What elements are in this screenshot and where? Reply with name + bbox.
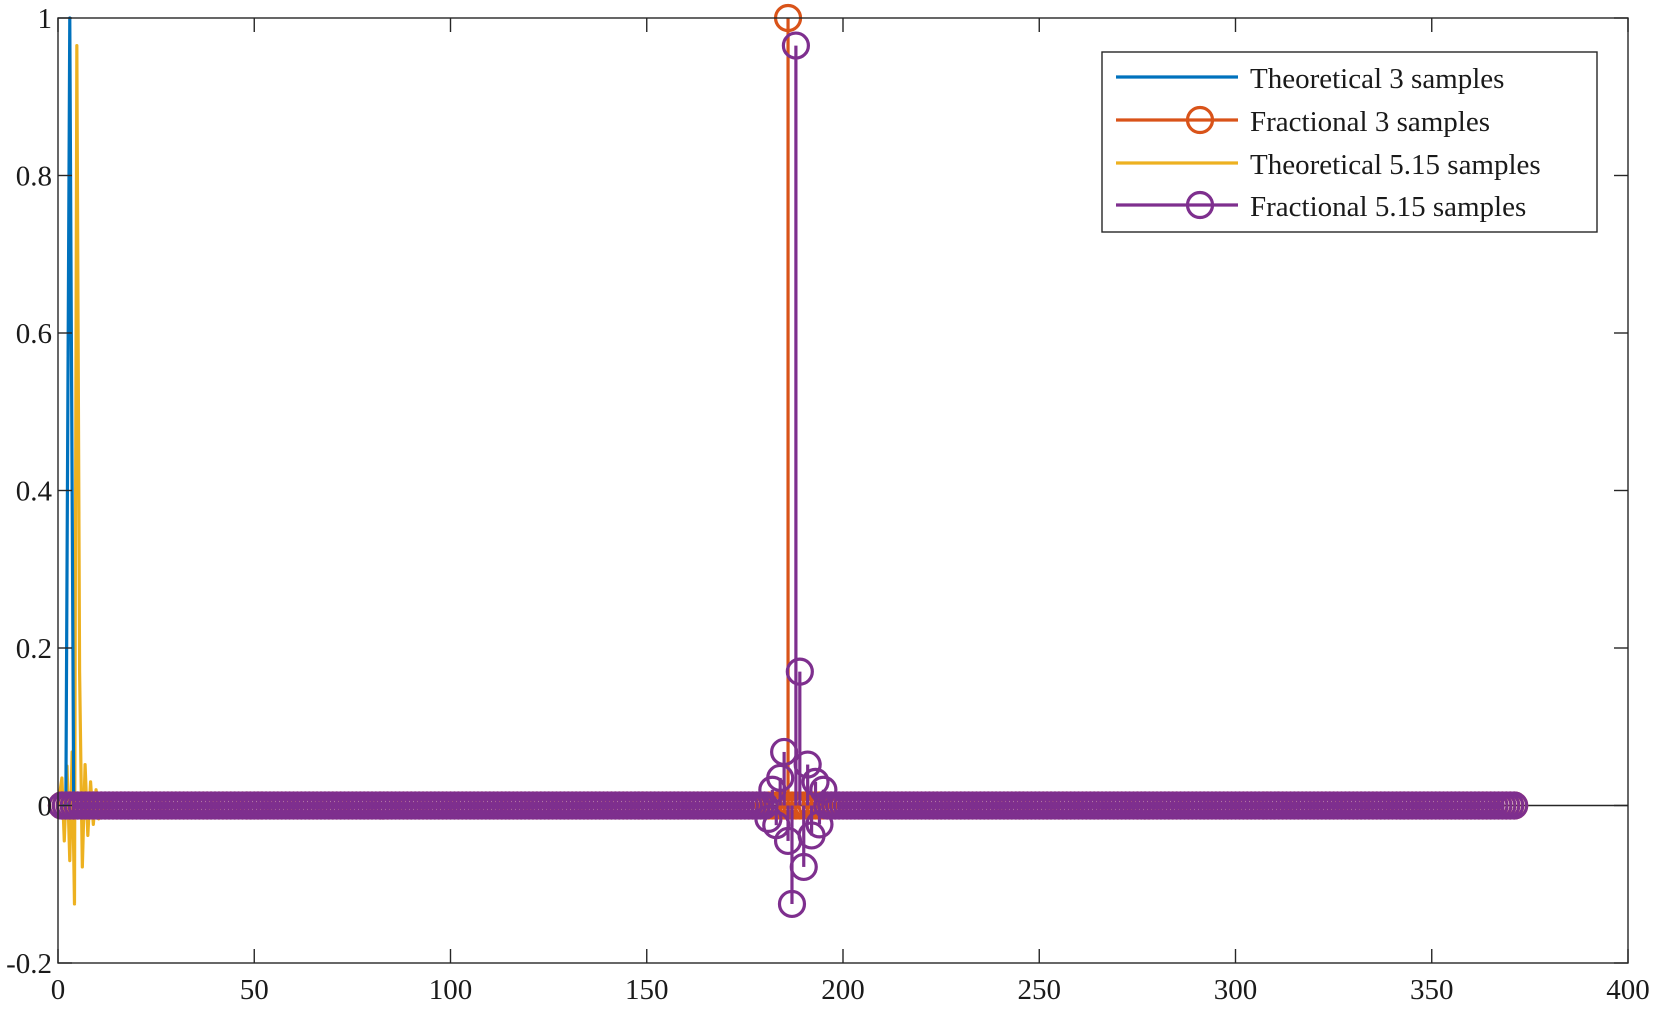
- series-fractional-515-marker: [1500, 791, 1529, 820]
- legend: Theoretical 3 samples Fractional 3 sampl…: [1101, 51, 1598, 233]
- y-tick-label: -0.2: [6, 948, 52, 980]
- x-tick-label: 150: [625, 974, 669, 1006]
- series-fractional-515-marker: [754, 804, 783, 833]
- x-tick-label: 50: [240, 974, 269, 1006]
- legend-label-fractional-3: Fractional 3 samples: [1250, 106, 1490, 138]
- y-tick-label: 0.4: [16, 476, 53, 508]
- series-fractional-515-marker: [789, 852, 818, 882]
- series-fractional-515-marker: [781, 31, 811, 60]
- x-tick-label: 400: [1606, 974, 1650, 1006]
- y-tick-label: 0.8: [16, 161, 52, 193]
- legend-marker-fractional-515: [1185, 190, 1215, 220]
- legend-label-theoretical-3: Theoretical 3 samples: [1250, 63, 1504, 95]
- x-tick-label: 350: [1410, 974, 1454, 1006]
- y-tick-label: 1: [38, 3, 53, 35]
- series-fractional-515-marker: [785, 657, 814, 686]
- ticks-layer: 0 50 100 150 200 250 300 350 400-0.200.20.40.60.…: [6, 3, 1650, 1006]
- series-fractional-515-marker: [801, 767, 830, 796]
- y-tick-label: 0.2: [16, 633, 52, 665]
- x-tick-label: 300: [1214, 974, 1258, 1006]
- y-tick-label: 0: [38, 791, 53, 823]
- y-tick-label: 0.6: [16, 318, 52, 350]
- x-tick-label: 100: [429, 974, 473, 1006]
- series-fractional-515-marker: [777, 889, 807, 919]
- legend-box: [1101, 51, 1598, 233]
- series-fractional-515-marker: [793, 750, 822, 779]
- legend-label-theoretical-515: Theoretical 5.15 samples: [1250, 149, 1541, 181]
- x-tick-label: 250: [1018, 974, 1062, 1006]
- legend-marker-fractional-3: [1185, 105, 1215, 135]
- legend-label-fractional-515: Fractional 5.15 samples: [1250, 191, 1526, 223]
- x-tick-label: 200: [821, 974, 865, 1006]
- x-tick-label: 0: [51, 974, 66, 1006]
